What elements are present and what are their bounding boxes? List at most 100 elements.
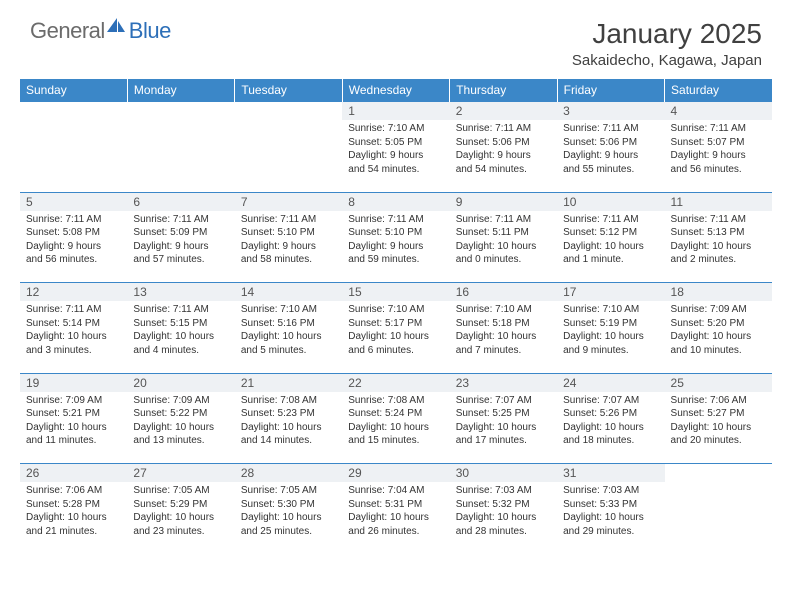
daylight-text: and 17 minutes. — [456, 434, 551, 448]
sunrise-text: Sunrise: 7:11 AM — [26, 213, 121, 227]
day-body-row: Sunrise: 7:06 AMSunset: 5:28 PM Daylight:… — [20, 482, 772, 554]
day-number-cell: 10 — [557, 192, 664, 211]
sunrise-text: Sunrise: 7:09 AM — [133, 394, 228, 408]
sunset-text: Sunset: 5:23 PM — [241, 407, 336, 421]
daylight-text: Daylight: 10 hours — [348, 511, 443, 525]
day-number-cell — [235, 102, 342, 121]
daylight-text: Daylight: 10 hours — [563, 511, 658, 525]
day-number-cell — [665, 464, 772, 483]
day-number: 18 — [671, 285, 684, 299]
day-number: 13 — [133, 285, 146, 299]
day-body-cell: Sunrise: 7:09 AMSunset: 5:22 PMDaylight:… — [127, 392, 234, 464]
day-body-cell: Sunrise: 7:04 AMSunset: 5:31 PMDaylight:… — [342, 482, 449, 554]
daylight-text: and 0 minutes. — [456, 253, 551, 267]
sunset-text: Sunset: 5:31 PM — [348, 498, 443, 512]
sunset-text: Sunset: 5:19 PM — [563, 317, 658, 331]
day-number-cell: 27 — [127, 464, 234, 483]
daylight-text: and 54 minutes. — [456, 163, 551, 177]
day-header: Wednesday — [342, 79, 449, 102]
day-body-cell: Sunrise: 7:07 AMSunset: 5:25 PMDaylight:… — [450, 392, 557, 464]
sunrise-text: Sunrise: 7:10 AM — [348, 303, 443, 317]
sunrise-text: Sunrise: 7:07 AM — [563, 394, 658, 408]
day-number: 6 — [133, 195, 140, 209]
sunset-text: Sunset: 5:21 PM — [26, 407, 121, 421]
day-body-cell: Sunrise: 7:11 AMSunset: 5:06 PMDaylight:… — [450, 120, 557, 192]
day-header: Sunday — [20, 79, 127, 102]
day-body-cell: Sunrise: 7:10 AMSunset: 5:17 PMDaylight:… — [342, 301, 449, 373]
day-number-cell: 19 — [20, 373, 127, 392]
day-number: 21 — [241, 376, 254, 390]
day-number: 31 — [563, 466, 576, 480]
day-number-cell: 18 — [665, 283, 772, 302]
logo-text-blue: Blue — [129, 18, 171, 44]
daylight-text: Daylight: 9 hours — [241, 240, 336, 254]
sunrise-text: Sunrise: 7:06 AM — [26, 484, 121, 498]
daylight-text: and 29 minutes. — [563, 525, 658, 539]
sunset-text: Sunset: 5:12 PM — [563, 226, 658, 240]
sunrise-text: Sunrise: 7:03 AM — [563, 484, 658, 498]
day-number-cell — [127, 102, 234, 121]
day-header: Tuesday — [235, 79, 342, 102]
sunset-text: Sunset: 5:14 PM — [26, 317, 121, 331]
daylight-text: and 9 minutes. — [563, 344, 658, 358]
daylight-text: Daylight: 10 hours — [26, 421, 121, 435]
sunrise-text: Sunrise: 7:10 AM — [241, 303, 336, 317]
sunset-text: Sunset: 5:32 PM — [456, 498, 551, 512]
daylight-text: and 2 minutes. — [671, 253, 766, 267]
daylight-text: Daylight: 9 hours — [26, 240, 121, 254]
day-body-cell — [235, 120, 342, 192]
day-number-cell: 22 — [342, 373, 449, 392]
sunrise-text: Sunrise: 7:08 AM — [241, 394, 336, 408]
day-number: 3 — [563, 104, 570, 118]
daylight-text: Daylight: 10 hours — [133, 511, 228, 525]
daylight-text: Daylight: 10 hours — [671, 330, 766, 344]
sunrise-text: Sunrise: 7:08 AM — [348, 394, 443, 408]
daylight-text: Daylight: 9 hours — [133, 240, 228, 254]
day-number-cell: 31 — [557, 464, 664, 483]
day-body-cell — [20, 120, 127, 192]
day-number: 10 — [563, 195, 576, 209]
sunset-text: Sunset: 5:20 PM — [671, 317, 766, 331]
day-number: 26 — [26, 466, 39, 480]
daylight-text: and 28 minutes. — [456, 525, 551, 539]
sunset-text: Sunset: 5:30 PM — [241, 498, 336, 512]
daylight-text: and 7 minutes. — [456, 344, 551, 358]
day-number: 9 — [456, 195, 463, 209]
day-body-cell: Sunrise: 7:10 AMSunset: 5:19 PMDaylight:… — [557, 301, 664, 373]
location-label: Sakaidecho, Kagawa, Japan — [572, 52, 762, 69]
day-body-cell: Sunrise: 7:10 AMSunset: 5:16 PMDaylight:… — [235, 301, 342, 373]
sunset-text: Sunset: 5:09 PM — [133, 226, 228, 240]
sunrise-text: Sunrise: 7:06 AM — [671, 394, 766, 408]
day-body-cell: Sunrise: 7:11 AMSunset: 5:13 PMDaylight:… — [665, 211, 772, 283]
sunrise-text: Sunrise: 7:11 AM — [456, 122, 551, 136]
daylight-text: and 55 minutes. — [563, 163, 658, 177]
day-body-cell: Sunrise: 7:11 AMSunset: 5:07 PMDaylight:… — [665, 120, 772, 192]
daylight-text: and 11 minutes. — [26, 434, 121, 448]
sunset-text: Sunset: 5:25 PM — [456, 407, 551, 421]
daylight-text: Daylight: 9 hours — [456, 149, 551, 163]
daylight-text: Daylight: 9 hours — [563, 149, 658, 163]
sunset-text: Sunset: 5:22 PM — [133, 407, 228, 421]
daylight-text: Daylight: 10 hours — [348, 421, 443, 435]
day-number-cell: 3 — [557, 102, 664, 121]
day-number-cell: 13 — [127, 283, 234, 302]
day-body-cell: Sunrise: 7:06 AMSunset: 5:27 PMDaylight:… — [665, 392, 772, 464]
sunset-text: Sunset: 5:28 PM — [26, 498, 121, 512]
day-number: 15 — [348, 285, 361, 299]
day-number-cell: 28 — [235, 464, 342, 483]
day-number-cell: 15 — [342, 283, 449, 302]
day-number: 19 — [26, 376, 39, 390]
day-body-cell: Sunrise: 7:10 AMSunset: 5:18 PMDaylight:… — [450, 301, 557, 373]
month-title: January 2025 — [572, 18, 762, 50]
day-body-cell — [665, 482, 772, 554]
title-block: January 2025 Sakaidecho, Kagawa, Japan — [572, 18, 762, 69]
sunset-text: Sunset: 5:08 PM — [26, 226, 121, 240]
sunrise-text: Sunrise: 7:10 AM — [456, 303, 551, 317]
day-number-cell — [20, 102, 127, 121]
daylight-text: Daylight: 10 hours — [456, 511, 551, 525]
sunrise-text: Sunrise: 7:09 AM — [671, 303, 766, 317]
day-header-row: Sunday Monday Tuesday Wednesday Thursday… — [20, 79, 772, 102]
daylight-text: and 3 minutes. — [26, 344, 121, 358]
sunset-text: Sunset: 5:29 PM — [133, 498, 228, 512]
day-body-cell: Sunrise: 7:03 AMSunset: 5:32 PMDaylight:… — [450, 482, 557, 554]
